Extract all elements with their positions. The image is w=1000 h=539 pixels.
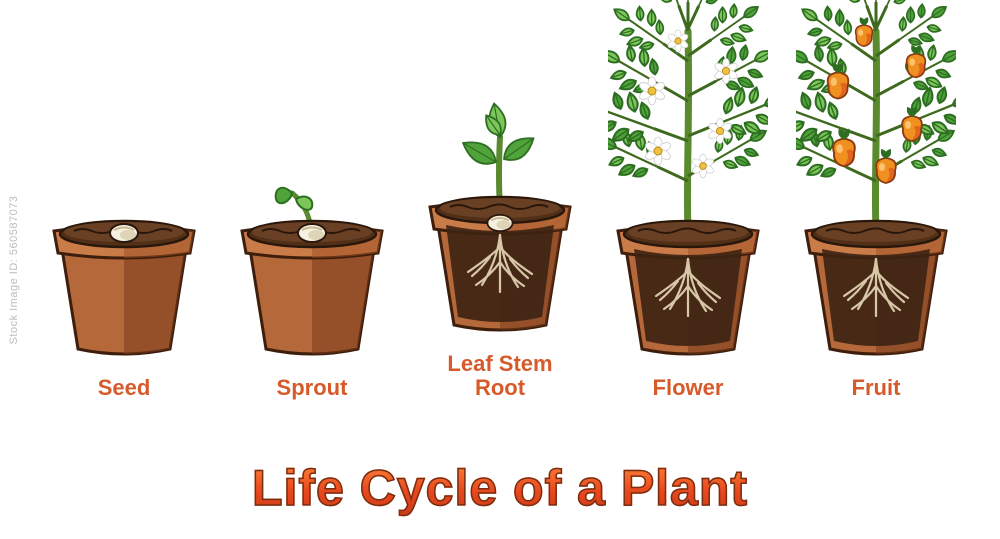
pot-seed — [44, 46, 204, 366]
diagram-title: Life Cycle of a Plant — [0, 459, 1000, 517]
pot-leaf-stem — [420, 22, 580, 342]
stage-label-seed: Seed — [98, 376, 151, 400]
stage-fruit: Fruit — [786, 46, 966, 400]
plant-illustration-seed — [44, 161, 204, 366]
stage-leaf-stem: Leaf Stem Root — [410, 22, 590, 400]
stage-sprout: Sprout — [222, 46, 402, 400]
plant-illustration-leaf-stem — [420, 47, 580, 342]
pot-sprout — [232, 46, 392, 366]
plant-illustration-flower — [608, 0, 768, 366]
stage-label-leaf-stem: Leaf Stem Root — [447, 352, 552, 400]
stage-label-sprout: Sprout — [277, 376, 348, 400]
pot-fruit — [796, 46, 956, 366]
stage-label-flower: Flower — [653, 376, 724, 400]
plant-illustration-fruit — [796, 0, 956, 366]
plant-illustration-sprout — [232, 121, 392, 366]
stage-label-fruit: Fruit — [852, 376, 901, 400]
stage-row: Seed Sprout — [30, 40, 970, 400]
stage-flower: Flower — [598, 46, 778, 400]
watermark-text: Stock Image ID: 560587073 — [8, 195, 20, 344]
stage-seed: Seed — [34, 46, 214, 400]
pot-flower — [608, 46, 768, 366]
